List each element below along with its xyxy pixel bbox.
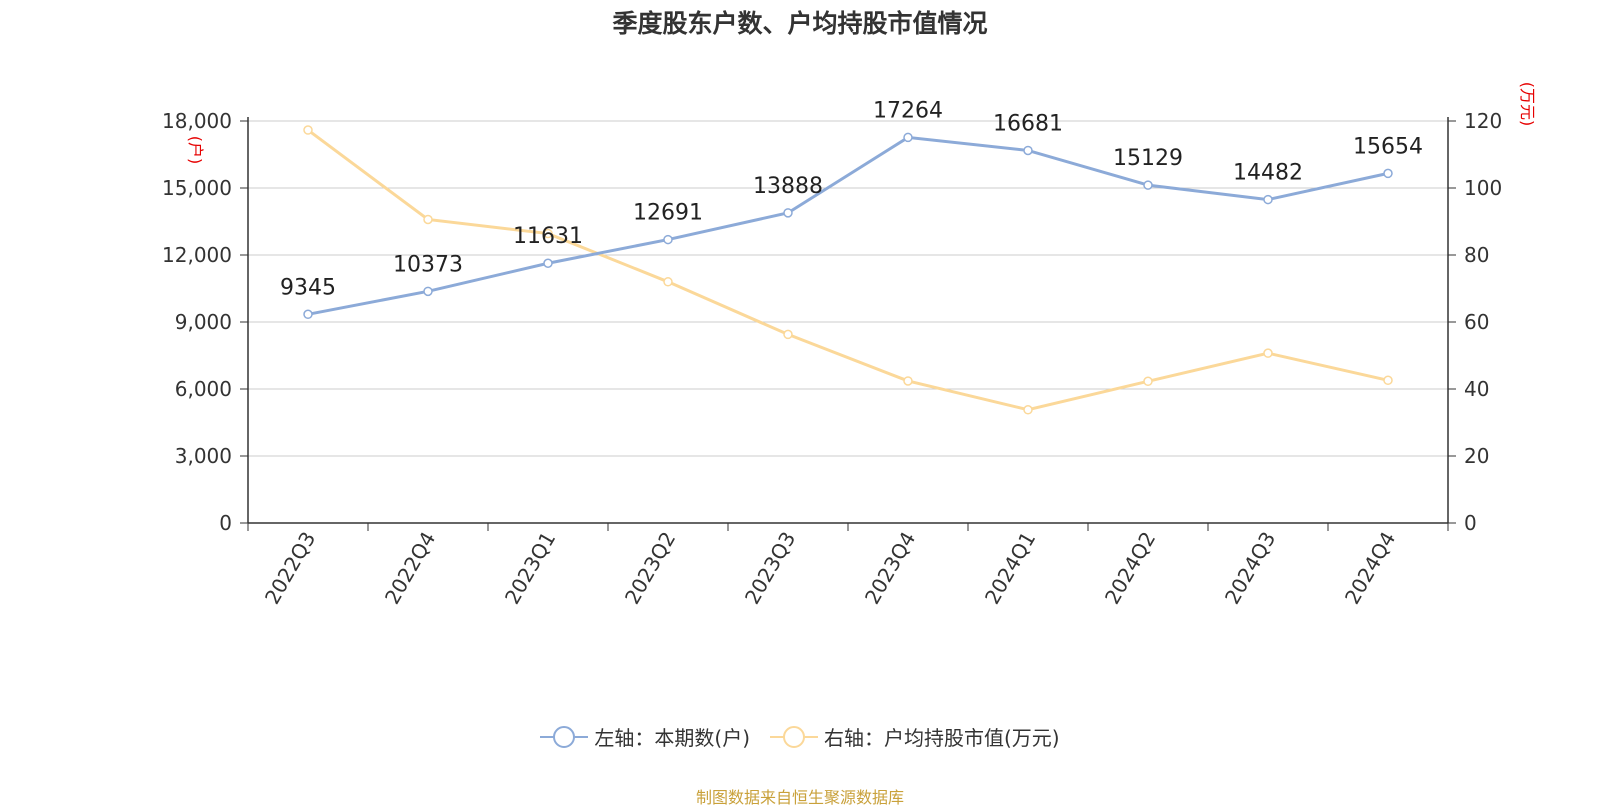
data-point-left [1383,168,1393,179]
data-label-left: 14482 [1233,161,1303,186]
data-label-left: 11631 [513,224,583,249]
chart-title: 季度股东户数、户均持股市值情况 [612,9,988,38]
y-right-tick-label: 60 [1464,310,1489,334]
data-label-left: 9345 [280,275,336,300]
data-point-left [303,309,313,320]
data-point-right [1143,376,1153,387]
x-tick-label: 2023Q4 [860,528,920,609]
x-tick-label: 2023Q2 [620,528,680,609]
data-point-left [1023,145,1033,156]
y-left-tick-label: 15,000 [162,176,232,200]
y-left-tick-label: 0 [219,511,232,535]
y-right-axis-label: (万元) [1518,82,1537,127]
data-point-right [1263,348,1273,358]
data-label-left: 15654 [1353,134,1423,159]
x-tick-label: 2024Q3 [1220,528,1280,609]
data-label-left: 10373 [393,252,463,277]
legend-item-right-series[interactable]: 右轴：户均持股市值(万元) [770,722,1060,751]
y-right-tick-label: 40 [1464,377,1489,401]
data-label-left: 12691 [633,201,703,226]
data-point-left [783,208,793,218]
x-tick-label: 2024Q4 [1340,528,1400,609]
legend-label-left-series: 左轴：本期数(户) [594,726,750,750]
x-tick-label: 2024Q1 [980,528,1040,609]
y-left-tick-label: 18,000 [162,109,232,133]
data-label-left: 17264 [873,98,943,123]
data-label-left: 13888 [753,174,823,199]
series-line-right [307,128,1389,412]
legend-swatch-right-series [770,725,818,748]
y-right-tick-label: 20 [1464,444,1489,468]
data-point-left [543,258,553,268]
series-line-left [307,135,1389,316]
y-left-tick-label: 6,000 [175,377,232,401]
legend-item-left-series[interactable]: 左轴：本期数(户) [540,722,750,751]
y-left-tick-label: 9,000 [175,310,232,334]
y-right-tick-label: 100 [1464,176,1502,200]
legend: 左轴：本期数(户) 右轴：户均持股市值(万元) [0,722,1600,751]
data-point-left [903,132,913,143]
data-point-right [543,228,553,239]
data-point-left [1143,180,1153,190]
data-point-right [423,214,433,225]
data-point-left [423,286,433,297]
data-label-left: 15129 [1113,146,1183,171]
legend-label-right-series: 右轴：户均持股市值(万元) [824,726,1060,750]
source-note: 制图数据来自恒生聚源数据库 [695,788,904,807]
data-point-left [663,234,673,245]
data-point-right [1023,405,1033,415]
legend-swatch-left-series [540,725,589,748]
x-tick-label: 2024Q2 [1100,528,1160,609]
y-right-tick-label: 120 [1464,109,1502,133]
y-right-tick-label: 0 [1464,511,1477,535]
y-right-tick-label: 80 [1464,243,1489,267]
x-tick-label: 2023Q1 [500,528,560,609]
data-point-right [903,376,913,386]
data-label-left: 16681 [993,111,1063,136]
data-point-right [783,329,793,340]
data-point-right [663,277,673,287]
y-left-tick-label: 3,000 [175,444,232,468]
x-tick-label: 2022Q3 [260,528,320,609]
data-point-right [303,125,313,135]
x-tick-label: 2022Q4 [380,528,440,609]
y-left-tick-label: 12,000 [162,243,232,267]
y-left-axis-label: (户) [186,136,205,165]
data-point-right [1383,375,1393,386]
x-tick-label: 2023Q3 [740,528,800,609]
data-point-left [1263,194,1273,205]
